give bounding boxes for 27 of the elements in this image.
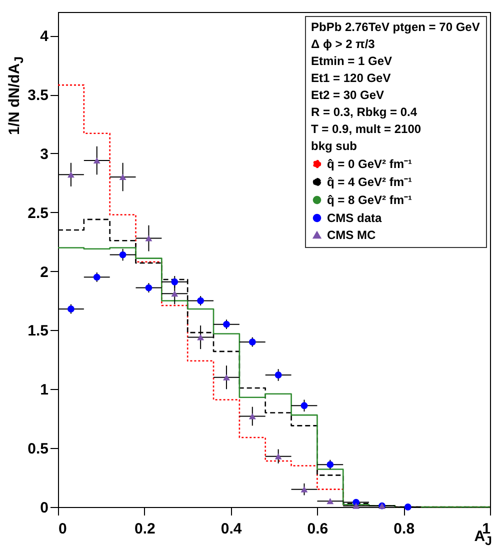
y-tick-label: 0.5 [28,440,48,458]
annotation: bkg sub [311,139,358,153]
x-tick-label: 0.8 [394,520,415,538]
annotation: Δ ϕ > 2 π/3 [311,37,376,51]
annotation: T = 0.9, mult = 2100 [311,122,422,136]
legend-label: q̂ = 4 GeV² fm⁻¹ [327,175,412,189]
y-tick-label: 2 [40,264,48,281]
annotation: Et2 = 30 GeV [311,88,384,102]
annotation: R = 0.3, Rbkg = 0.4 [311,105,418,119]
annotation: Etmin = 1 GeV [311,54,392,68]
y-tick-label: 1.5 [28,322,48,340]
annotation: Et1 = 120 GeV [311,71,391,85]
y-tick-label: 1 [40,382,48,399]
y-tick-label: 3 [40,146,48,163]
legend-label: CMS MC [327,228,376,242]
y-tick-label: 4 [40,28,50,46]
legend-label: CMS data [327,211,382,225]
x-tick-label: 0.4 [220,520,242,538]
x-tick-label: 0.6 [307,520,328,538]
y-tick-label: 3.5 [28,87,48,104]
legend-label: q̂ = 8 GeV² fm⁻¹ [327,193,412,207]
x-tick-label: 0.2 [134,520,156,538]
legend-title: PbPb 2.76TeV ptgen = 70 GeV [311,20,480,34]
y-tick-label: 2.5 [28,204,48,222]
x-tick-label: 0 [58,520,67,538]
legend-label: q̂ = 0 GeV² fm⁻¹ [327,157,412,171]
y-tick-label: 0 [40,500,48,516]
